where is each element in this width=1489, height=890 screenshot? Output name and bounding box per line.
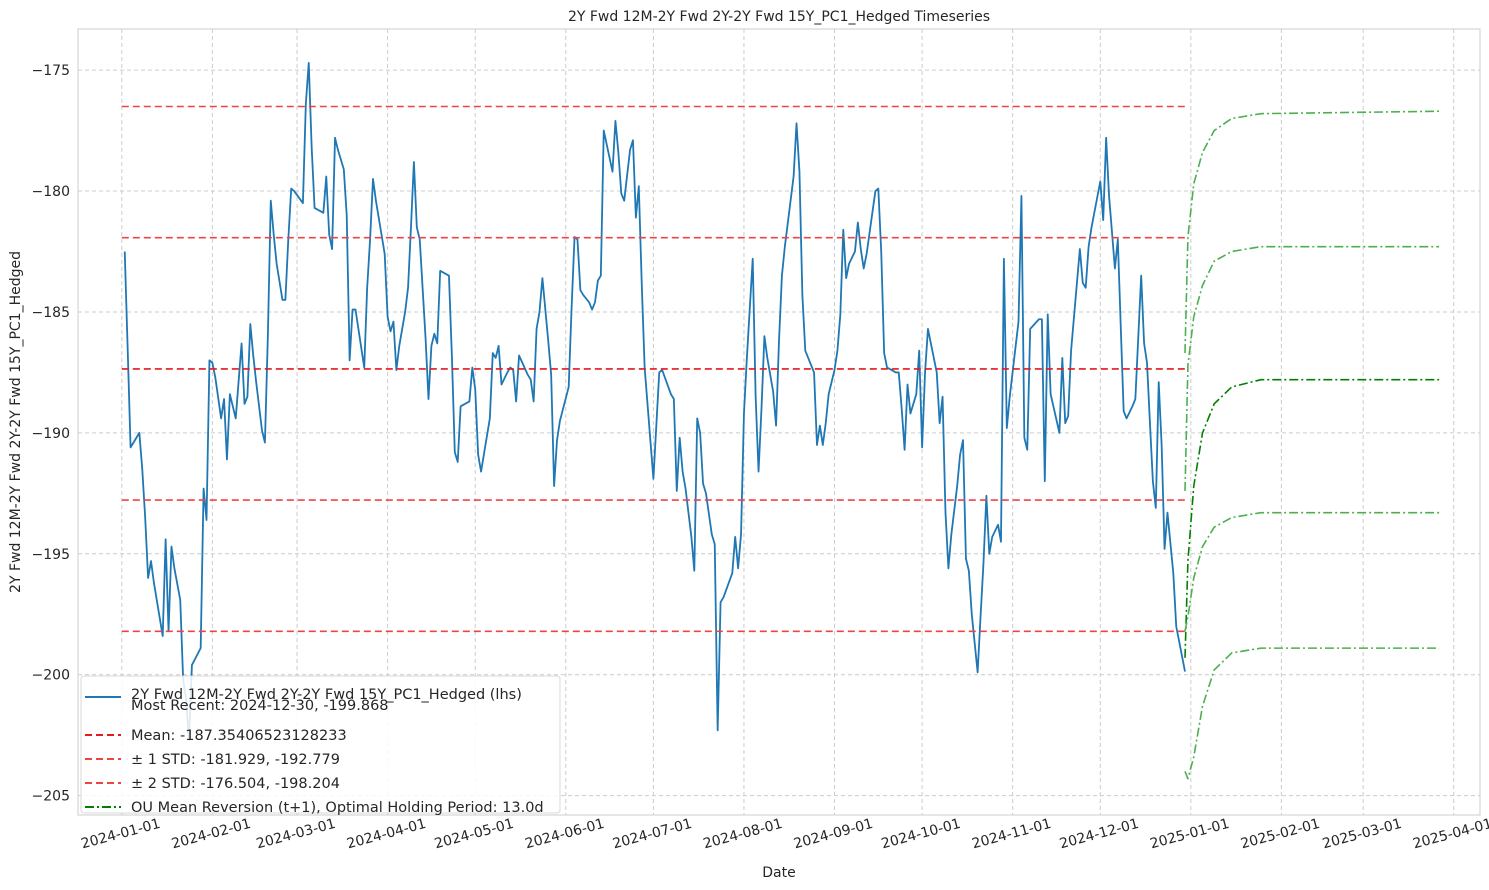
- y-tick-label: −200: [32, 668, 70, 684]
- x-tick-label: 2024-01-01: [79, 816, 162, 853]
- y-tick-label: −205: [32, 789, 70, 805]
- series-line-6: [1184, 378, 1440, 658]
- grid: [78, 29, 1480, 815]
- y-tick-label: −190: [32, 426, 70, 442]
- x-tick-label: 2025-02-01: [1239, 816, 1322, 853]
- y-axis-label: 2Y Fwd 12M-2Y Fwd 2Y-2Y Fwd 15Y_PC1_Hedg…: [8, 251, 24, 593]
- x-tick-label: 2024-12-01: [1058, 816, 1141, 853]
- series-line-7: [1184, 245, 1440, 491]
- x-tick-label: 2024-11-01: [970, 816, 1053, 853]
- y-tick-label: −195: [32, 547, 70, 563]
- series-line-8: [1184, 110, 1440, 354]
- x-tick-label: 2025-03-01: [1321, 816, 1404, 853]
- x-axis: 2024-01-01 2024-02-01 2024-03-01 2024-04-01…: [79, 816, 1489, 853]
- x-tick-label: 2024-06-01: [523, 816, 606, 853]
- plot-frame: [77, 28, 1481, 816]
- legend-label: ± 1 STD: -181.929, -192.779: [131, 752, 340, 768]
- legend: 2Y Fwd 12M-2Y Fwd 2Y-2Y Fwd 15Y_PC1_Hedg…: [80, 675, 561, 816]
- series-line-9: [1184, 511, 1440, 632]
- y-tick-label: −180: [32, 184, 70, 200]
- x-tick-label: 2024-03-01: [255, 816, 338, 853]
- x-tick-label: 2024-09-01: [792, 816, 875, 853]
- chart-title: 2Y Fwd 12M-2Y Fwd 2Y-2Y Fwd 15Y_PC1_Hedg…: [568, 9, 990, 25]
- legend-label: 2Y Fwd 12M-2Y Fwd 2Y-2Y Fwd 15Y_PC1_Hedg…: [131, 687, 522, 703]
- x-tick-label: 2024-08-01: [702, 816, 785, 853]
- y-tick-label: −185: [32, 305, 70, 321]
- legend-label: OU Mean Reversion (t+1), Optimal Holding…: [131, 800, 544, 816]
- legend-label: ± 2 STD: -176.504, -198.204: [131, 776, 340, 792]
- plot-area: [121, 61, 1440, 780]
- y-tick-label: −175: [32, 63, 70, 79]
- legend-label-secondary: Most Recent: 2024-12-30, -199.868: [131, 698, 389, 714]
- legend-label: Mean: -187.35406523128233: [131, 728, 347, 744]
- x-tick-label: 2024-04-01: [345, 816, 428, 853]
- x-tick-label: 2024-07-01: [611, 816, 694, 853]
- series-line-10: [1184, 647, 1440, 780]
- x-tick-label: 2025-01-01: [1148, 816, 1231, 853]
- legend-box: [80, 675, 561, 814]
- x-tick-label: 2024-10-01: [880, 816, 963, 853]
- x-tick-label: 2024-02-01: [170, 816, 253, 853]
- x-tick-label: 2025-04-01: [1411, 816, 1489, 853]
- x-axis-label: Date: [762, 865, 795, 881]
- y-axis: −205 −200 −195 −190 −185 −180 −175: [32, 63, 70, 805]
- x-tick-label: 2024-05-01: [433, 816, 516, 853]
- series-line-0: [123, 61, 1186, 741]
